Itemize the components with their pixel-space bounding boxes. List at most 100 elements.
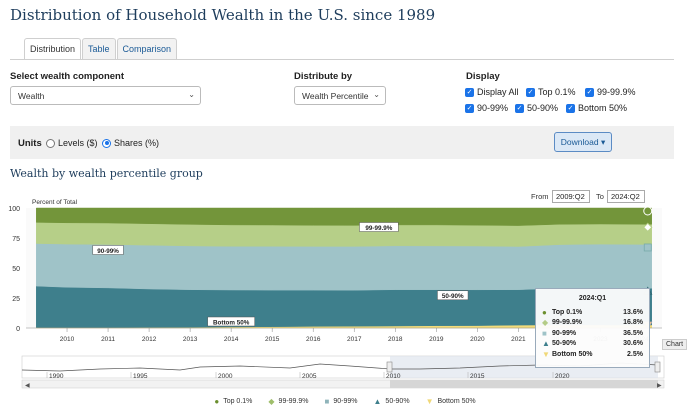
units-bar: Units Levels ($) Shares (%) Download ▾ bbox=[10, 126, 674, 159]
legend-label: 90-99% bbox=[333, 398, 358, 405]
y-tick-label: 0 bbox=[16, 326, 20, 333]
navigator-year-label: 2020 bbox=[555, 373, 570, 380]
chevron-down-icon: ⌄ bbox=[373, 90, 380, 99]
area-top-0-1- bbox=[36, 207, 652, 226]
tab-comparison[interactable]: Comparison bbox=[116, 38, 178, 59]
radio-checked-icon bbox=[102, 138, 111, 148]
navigator-year-label: 1990 bbox=[49, 373, 64, 380]
y-tick-label: 100 bbox=[8, 206, 20, 213]
legend-item[interactable]: ▲ 50-90% bbox=[374, 397, 410, 406]
range-from-input[interactable]: 2009:Q2 bbox=[552, 190, 590, 203]
legend-symbol-icon: ■ bbox=[324, 397, 330, 406]
range-to-input[interactable]: 2024:Q2 bbox=[607, 190, 645, 203]
legend-symbol-icon: ◆ bbox=[268, 397, 275, 406]
chart-title: Wealth by wealth percentile group bbox=[10, 167, 203, 180]
legend-item[interactable]: ● Top 0.1% bbox=[214, 397, 252, 406]
display-label: Display bbox=[466, 71, 500, 82]
navigator-year-label: 2005 bbox=[302, 373, 317, 380]
series-symbol-icon: ▼ bbox=[542, 349, 550, 359]
distribute-by-value: Wealth Percentile bbox=[302, 91, 369, 101]
checkbox-99-99-9[interactable]: ✓ 99-99.9% bbox=[585, 87, 636, 97]
tab-distribution[interactable]: Distribution bbox=[24, 38, 82, 60]
navigator-year-label: 2015 bbox=[470, 373, 485, 380]
tab-table[interactable]: Table bbox=[82, 38, 116, 59]
navigator-year-label: 2010 bbox=[386, 373, 401, 380]
tooltip-series-name: 90-99% bbox=[552, 329, 577, 337]
distribute-by-select[interactable]: Wealth Percentile ⌄ bbox=[294, 86, 386, 105]
wealth-component-select[interactable]: Wealth ⌄ bbox=[10, 86, 201, 105]
legend-label: 99-99.9% bbox=[278, 398, 309, 405]
wealth-component-value: Wealth bbox=[18, 91, 45, 101]
legend-label: 50-90% bbox=[385, 398, 410, 405]
tooltip-series-name: 50-90% bbox=[552, 340, 577, 348]
tooltip-series-value: 13.6% bbox=[623, 308, 643, 316]
area-99-99-9- bbox=[36, 222, 652, 247]
checkbox-label: 90-99% bbox=[477, 103, 509, 113]
checkbox-top-0-1[interactable]: ✓ Top 0.1% bbox=[526, 87, 576, 97]
scroll-right-arrow-icon: ▶ bbox=[657, 383, 662, 389]
navigator-year-label: 2000 bbox=[218, 373, 233, 380]
x-tick-label: 2010 bbox=[60, 336, 75, 343]
radio-shares[interactable]: Shares (%) bbox=[102, 138, 159, 148]
tab-bar: Distribution Table Comparison bbox=[24, 38, 178, 60]
units-label: Units bbox=[18, 138, 42, 149]
checkbox-label: 99-99.9% bbox=[597, 87, 636, 97]
legend-item[interactable]: ■ 90-99% bbox=[325, 397, 358, 406]
series-symbol-icon: ■ bbox=[542, 328, 547, 338]
legend-item[interactable]: ◆ 99-99.9% bbox=[268, 397, 308, 406]
checkbox-label: Bottom 50% bbox=[578, 103, 628, 113]
marker-90-99 bbox=[643, 243, 652, 252]
band-label-box bbox=[359, 222, 399, 232]
checkbox-label: Top 0.1% bbox=[538, 87, 576, 97]
series-symbol-icon: ◆ bbox=[542, 318, 549, 328]
band-label: Bottom 50% bbox=[213, 319, 250, 326]
x-tick-label: 2012 bbox=[142, 336, 157, 343]
x-tick-label: 2014 bbox=[224, 336, 239, 343]
legend-label: Bottom 50% bbox=[437, 398, 476, 405]
radio-levels[interactable]: Levels ($) bbox=[46, 138, 98, 148]
navigator-year-label: 1995 bbox=[133, 373, 148, 380]
chart-badge: Chart bbox=[662, 339, 688, 350]
radio-unchecked-icon bbox=[46, 138, 55, 148]
tooltip-series-name: 99-99.9% bbox=[552, 319, 582, 327]
checkbox-checked-icon: ✓ bbox=[465, 87, 474, 97]
x-tick-label: 2018 bbox=[388, 336, 403, 343]
checkbox-display-all[interactable]: ✓ Display All bbox=[465, 87, 519, 97]
chart-tooltip: 2024:Q1 ● Top 0.1% 13.6% ◆ 99-99.9% 16.8% ■ 90-… bbox=[535, 288, 650, 368]
checkbox-checked-icon: ✓ bbox=[515, 103, 524, 113]
tooltip-row: ▼ Bottom 50% 2.5% bbox=[536, 349, 649, 360]
x-tick-label: 2021 bbox=[511, 336, 526, 343]
x-tick-label: 2016 bbox=[306, 336, 321, 343]
distribute-by-label: Distribute by bbox=[294, 71, 353, 82]
chart-legend: ● Top 0.1% ◆ 99-99.9% ■ 90-99% ▲ 50-90% ▼ Bottom … bbox=[0, 397, 690, 406]
checkbox-label: 50-90% bbox=[527, 103, 559, 113]
navigator-handle-left bbox=[386, 361, 393, 373]
band-label: 50-90% bbox=[442, 293, 464, 300]
x-tick-label: 2017 bbox=[347, 336, 362, 343]
tooltip-row: ■ 90-99% 36.5% bbox=[536, 328, 649, 339]
checkbox-checked-icon: ✓ bbox=[585, 87, 594, 97]
x-tick-label: 2020 bbox=[470, 336, 485, 343]
checkbox-50-90[interactable]: ✓ 50-90% bbox=[515, 103, 558, 113]
tooltip-series-value: 2.5% bbox=[627, 350, 643, 358]
tooltip-series-value: 30.6% bbox=[623, 340, 643, 348]
y-tick-label: 75 bbox=[12, 236, 20, 243]
x-tick-label: 2015 bbox=[265, 336, 280, 343]
legend-label: Top 0.1% bbox=[223, 398, 253, 405]
scroll-left-arrow-icon: ◀ bbox=[25, 383, 30, 389]
checkbox-bottom-50[interactable]: ✓ Bottom 50% bbox=[566, 103, 627, 113]
checkbox-90-99[interactable]: ✓ 90-99% bbox=[465, 103, 508, 113]
chevron-down-icon: ⌄ bbox=[188, 90, 195, 99]
tooltip-row: ◆ 99-99.9% 16.8% bbox=[536, 318, 649, 329]
download-button[interactable]: Download ▾ bbox=[554, 132, 612, 152]
checkbox-label: Display All bbox=[477, 87, 519, 97]
legend-item[interactable]: ▼ Bottom 50% bbox=[426, 397, 476, 406]
tooltip-series-value: 16.8% bbox=[623, 319, 643, 327]
y-tick-label: 50 bbox=[12, 266, 20, 273]
tab-divider bbox=[10, 59, 674, 60]
radio-label: Shares (%) bbox=[114, 138, 160, 148]
radio-label: Levels ($) bbox=[58, 138, 98, 148]
marker-99-99-9 bbox=[643, 222, 653, 233]
x-tick-label: 2013 bbox=[183, 336, 198, 343]
